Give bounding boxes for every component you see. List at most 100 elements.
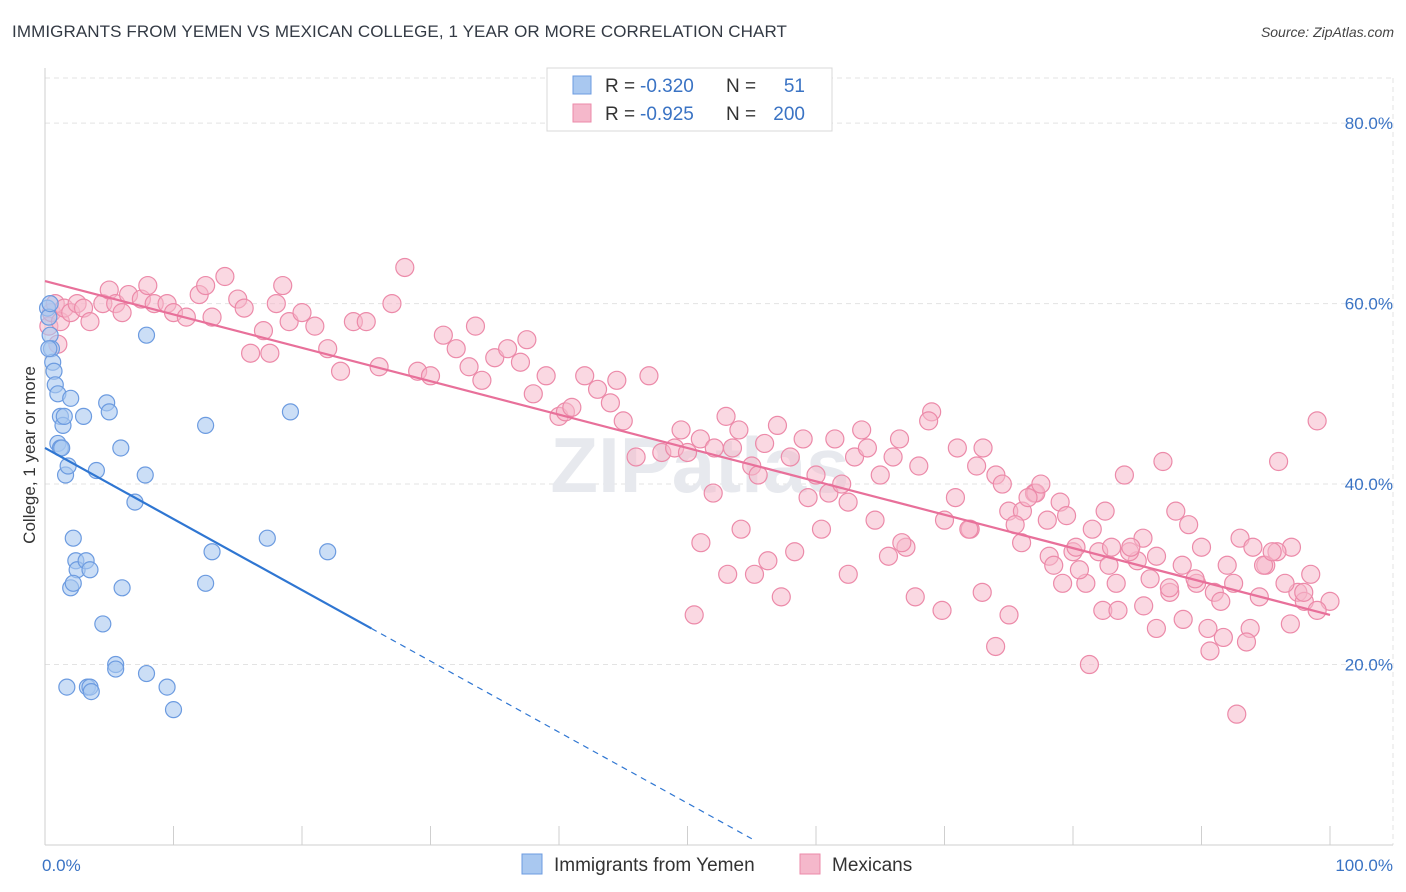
mexicans-point-147	[972, 582, 992, 602]
mexicans-point-95	[967, 456, 987, 476]
mexicans-point-101	[1037, 510, 1057, 530]
mexicans-point-40	[382, 293, 402, 314]
mexicans-point-130	[744, 564, 765, 584]
mexicans-point-113	[1179, 515, 1199, 535]
mexicans-point-48	[472, 370, 492, 390]
mexicans-point-112	[1166, 501, 1186, 521]
axes	[44, 68, 1393, 846]
bottom-legend-swatch-yemen	[521, 853, 543, 875]
yemen-point-41	[197, 574, 215, 592]
mexicans-point-175	[1275, 573, 1295, 593]
chart-source: Source: ZipAtlas.com	[1260, 24, 1394, 40]
mexicans-point-38	[356, 312, 376, 332]
yemen-point-43	[258, 529, 276, 547]
mexicans-point-76	[754, 433, 775, 454]
mexicans-point-33	[292, 303, 312, 323]
mexicans-point-77	[767, 415, 788, 436]
y-tick-label-1: 40.0%	[1345, 475, 1393, 494]
mexicans-point-144	[932, 600, 952, 620]
mexicans-point-87	[883, 447, 903, 467]
mexicans-point-54	[536, 366, 556, 386]
y-tick-label-2: 60.0%	[1345, 295, 1393, 314]
legend-n-label-1: N =	[726, 76, 756, 97]
yemen-point-42	[203, 543, 221, 561]
mexicans-point-118	[1243, 537, 1263, 557]
mexicans-point-86	[870, 465, 890, 485]
mexicans-point-67	[671, 420, 691, 440]
y-axis-label: College, 1 year or more	[20, 366, 39, 544]
mexicans-point-168	[1253, 555, 1274, 575]
mexicans-point-52	[517, 330, 537, 350]
mexicans-point-50	[498, 339, 518, 359]
mexicans-point-197	[992, 474, 1012, 494]
mexicans-point-139	[865, 510, 885, 530]
mexicans-point-78	[780, 447, 800, 467]
mexicans-point-181	[1198, 618, 1218, 639]
mexicans-point-61	[607, 370, 627, 390]
mexicans-point-31	[273, 275, 293, 296]
mexicans-point-137	[838, 564, 858, 584]
mexicans-point-174	[1301, 564, 1321, 584]
yemen-point-40	[197, 416, 215, 435]
yemen-trend-line	[44, 447, 372, 630]
mexicans-point-24	[215, 266, 235, 287]
yemen-point-39	[164, 701, 183, 719]
legend-n-value-2: 200	[773, 104, 805, 125]
mexicans-point-9	[80, 312, 100, 332]
mexicans-point-188	[1108, 600, 1128, 620]
x-tick-label-1: 100.0%	[1335, 856, 1393, 875]
y-tick-label-0: 20.0%	[1345, 656, 1393, 675]
yemen-point-32	[112, 439, 130, 457]
yemen-point-49	[64, 574, 82, 592]
legend-r-label-1: R =	[605, 76, 635, 97]
mexicans-point-88	[889, 429, 910, 449]
mexicans-point-69	[690, 429, 710, 449]
mexicans-point-157	[1106, 573, 1126, 593]
mexicans-point-132	[771, 587, 791, 607]
mexicans-point-194	[1031, 474, 1051, 494]
mexicans-point-164	[1200, 641, 1220, 661]
legend-r-value-2: -0.925	[640, 104, 694, 125]
mexicans-point-47	[465, 316, 486, 336]
mexicans-point-53	[523, 384, 543, 404]
mexicans-point-60	[600, 393, 621, 413]
mexicans-point-143	[919, 411, 939, 431]
yemen-point-12	[55, 407, 73, 425]
mexicans-point-45	[446, 339, 466, 359]
mexicans-point-145	[945, 487, 966, 508]
mexicans-point-26	[234, 298, 254, 318]
mexicans-point-27	[241, 343, 261, 363]
mexicans-point-134	[798, 487, 818, 508]
yemen-point-37	[137, 326, 156, 344]
mexicans-point-160	[1146, 618, 1166, 639]
x-tick-label-0: 0.0%	[42, 856, 81, 875]
mexicans-point-178	[1236, 632, 1257, 652]
mexicans-point-183	[1172, 555, 1192, 575]
mexicans-point-71	[716, 406, 736, 426]
grid-lines	[45, 77, 1394, 845]
mexicans-point-193	[1044, 555, 1064, 575]
mexicans-point-142	[905, 587, 925, 607]
trend-lines	[44, 279, 1331, 840]
yemen-point-26	[58, 678, 76, 696]
mexicans-point-59	[587, 379, 608, 399]
legend-frame	[546, 67, 833, 132]
yemen-point-47	[41, 294, 59, 313]
mexicans-point-138	[852, 420, 872, 440]
mexicans-point-70	[703, 483, 723, 503]
mexicans-point-155	[1079, 654, 1100, 675]
legend-r-value-1: -0.320	[640, 76, 694, 97]
mexicans-point-171	[1294, 582, 1314, 602]
mexicans-point-185	[1146, 546, 1167, 566]
mexicans-point-162	[1173, 609, 1193, 630]
mexicans-point-58	[575, 366, 595, 386]
x-tick-labels: 0.0% 100.0%	[42, 856, 1393, 875]
yemen-point-25	[82, 682, 100, 701]
mexicans-point-90	[909, 456, 929, 476]
yemen-point-44	[281, 403, 300, 421]
mexicans-point-172	[1307, 600, 1327, 620]
mexicans-point-110	[1140, 569, 1160, 589]
mexicans-point-120	[1268, 451, 1289, 472]
mexicans-point-131	[758, 551, 778, 571]
